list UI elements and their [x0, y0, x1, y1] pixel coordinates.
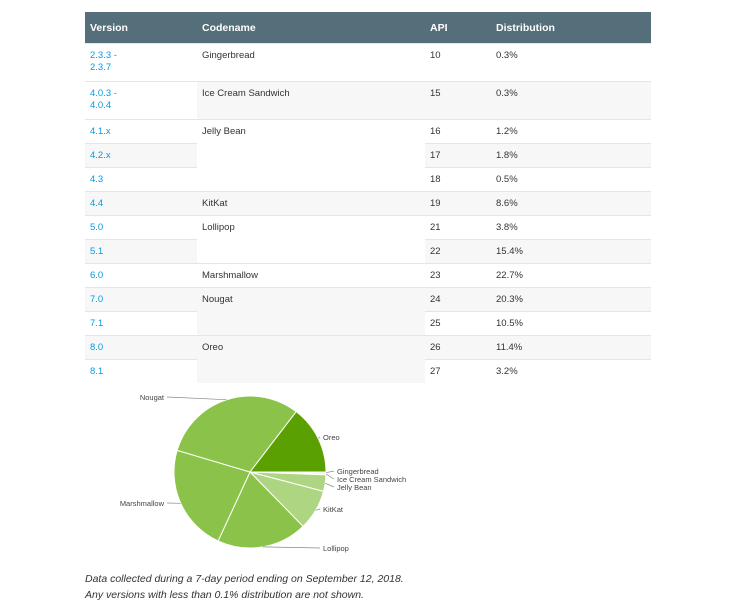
table-row: 8.0 Oreo 26 11.4%: [85, 335, 651, 383]
codename-cell: Gingerbread: [197, 43, 425, 82]
table-row: 2.3.3 - 2.3.7 Gingerbread 10 0.3%: [85, 43, 651, 82]
pie-slice-nougat: [176, 395, 297, 473]
codename-cell: Jelly Bean: [197, 119, 425, 192]
pie-label: Jelly Bean: [337, 483, 372, 492]
distribution-cell: 0.3%: [491, 81, 651, 120]
header-codename: Codename: [197, 12, 425, 44]
pie-leader-line: [166, 396, 227, 401]
version-link[interactable]: 4.0.3 - 4.0.4: [85, 81, 197, 120]
distribution-cell: 1.8%: [491, 143, 651, 168]
api-cell: 16: [425, 119, 491, 144]
api-cell: 27: [425, 359, 491, 383]
distribution-cell: 15.4%: [491, 239, 651, 264]
pie-label: Gingerbread: [337, 467, 379, 476]
table-row: 4.3 18 0.5%: [85, 167, 651, 192]
distribution-cell: 10.5%: [491, 311, 651, 336]
version-link[interactable]: 4.3: [85, 167, 197, 192]
distribution-cell: 0.5%: [491, 167, 651, 192]
api-cell: 19: [425, 191, 491, 216]
version-link[interactable]: 8.1: [85, 359, 197, 383]
table-row: 4.0.3 - 4.0.4 Ice Cream Sandwich 15 0.3%: [85, 81, 651, 120]
footnote-line-1: Data collected during a 7-day period end…: [85, 573, 404, 585]
table-row: 4.4 KitKat 19 8.6%: [85, 191, 651, 216]
api-cell: 24: [425, 287, 491, 312]
api-cell: 23: [425, 263, 491, 288]
table-row: 5.1 22 15.4%: [85, 239, 651, 264]
codename-cell: Nougat: [197, 287, 425, 336]
api-cell: 15: [425, 81, 491, 120]
api-cell: 18: [425, 167, 491, 192]
api-cell: 22: [425, 239, 491, 264]
api-cell: 21: [425, 215, 491, 240]
pie-label: Ice Cream Sandwich: [337, 475, 406, 484]
pie-leader-line: [262, 546, 321, 549]
pie-label: Nougat: [140, 393, 165, 402]
distribution-table: Version Codename API Distribution 2.3.3 …: [85, 12, 651, 383]
table-row: 4.2.x 17 1.8%: [85, 143, 651, 168]
codename-cell: Lollipop: [197, 215, 425, 264]
api-cell: 10: [425, 43, 491, 82]
pie-label: Oreo: [323, 433, 340, 442]
table-row: 5.0 Lollipop 21 3.8%: [85, 215, 651, 264]
version-link[interactable]: 5.1: [85, 239, 197, 264]
header-version: Version: [85, 12, 197, 44]
distribution-cell: 22.7%: [491, 263, 651, 288]
pie-slice-marshmallow: [173, 449, 251, 542]
version-link[interactable]: 4.1.x: [85, 119, 197, 144]
distribution-cell: 3.8%: [491, 215, 651, 240]
distribution-cell: 1.2%: [491, 119, 651, 144]
header-api: API: [425, 12, 491, 44]
version-link[interactable]: 6.0: [85, 263, 197, 288]
table-row: 4.1.x Jelly Bean 16 1.2%: [85, 119, 651, 192]
table-header-row: Version Codename API Distribution: [85, 12, 651, 44]
distribution-cell: 0.3%: [491, 43, 651, 82]
pie-leader-line: [317, 436, 321, 439]
pie-label: Lollipop: [323, 544, 349, 553]
pie-leader-line: [325, 470, 335, 474]
pie-label: KitKat: [323, 505, 344, 514]
version-link[interactable]: 4.2.x: [85, 143, 197, 168]
table-row: 7.0 Nougat 24 20.3%: [85, 287, 651, 336]
header-distribution: Distribution: [491, 12, 651, 44]
api-cell: 17: [425, 143, 491, 168]
table-row: 8.1 27 3.2%: [85, 359, 651, 383]
api-cell: 26: [425, 335, 491, 360]
footnote-line-2: Any versions with less than 0.1% distrib…: [85, 589, 364, 601]
codename-cell: Ice Cream Sandwich: [197, 81, 425, 120]
table-row: 7.1 25 10.5%: [85, 311, 651, 336]
api-cell: 25: [425, 311, 491, 336]
distribution-cell: 8.6%: [491, 191, 651, 216]
distribution-cell: 3.2%: [491, 359, 651, 383]
codename-cell: Marshmallow: [197, 263, 425, 288]
pie-leader-line: [315, 508, 321, 511]
pie-leader-line: [325, 482, 335, 488]
version-link[interactable]: 7.1: [85, 311, 197, 336]
table-row: 6.0 Marshmallow 23 22.7%: [85, 263, 651, 288]
version-link[interactable]: 5.0: [85, 215, 197, 240]
version-link[interactable]: 8.0: [85, 335, 197, 360]
pie-leader-line: [325, 473, 335, 480]
version-link[interactable]: 7.0: [85, 287, 197, 312]
pie-label: Marshmallow: [120, 499, 165, 508]
codename-cell: KitKat: [197, 191, 425, 216]
version-link[interactable]: 4.4: [85, 191, 197, 216]
distribution-cell: 20.3%: [491, 287, 651, 312]
codename-cell: Oreo: [197, 335, 425, 383]
version-link[interactable]: 2.3.3 - 2.3.7: [85, 43, 197, 82]
distribution-cell: 11.4%: [491, 335, 651, 360]
